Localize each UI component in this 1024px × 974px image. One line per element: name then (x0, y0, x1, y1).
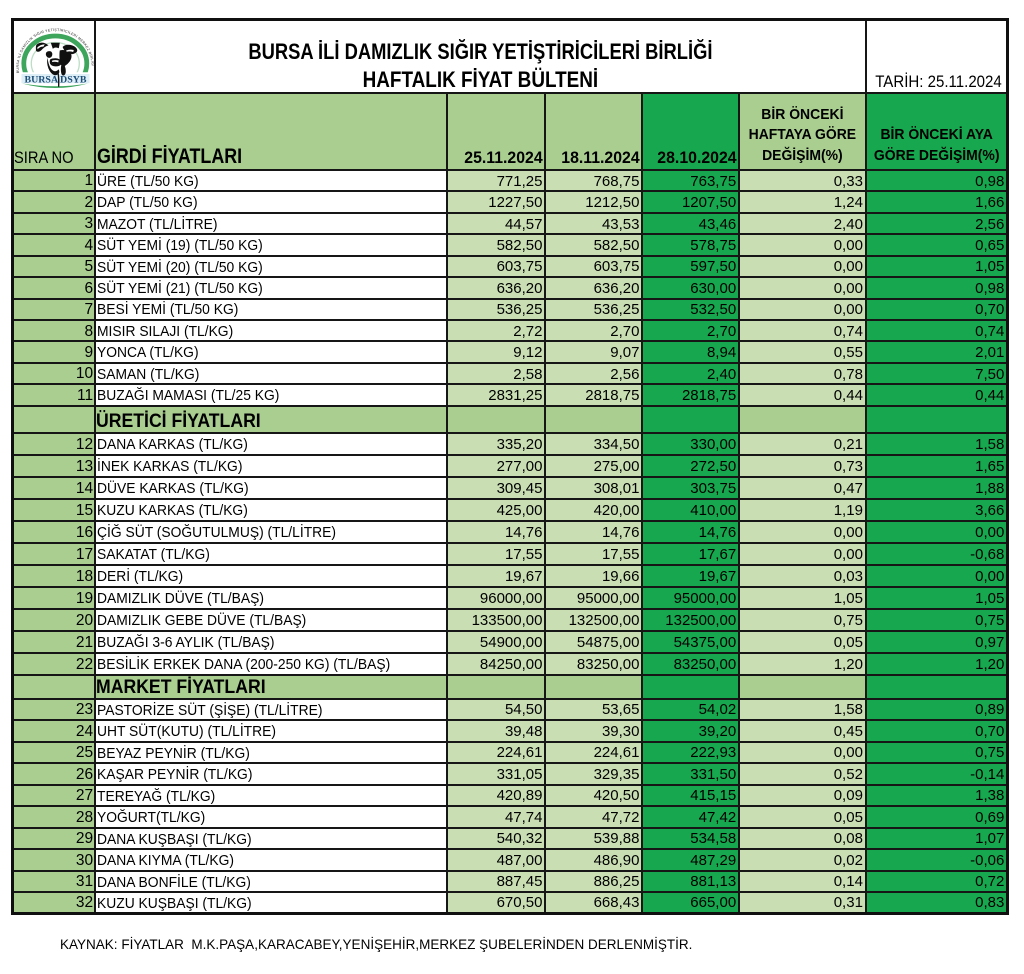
svg-text:BURSA DSYB: BURSA DSYB (25, 76, 88, 86)
